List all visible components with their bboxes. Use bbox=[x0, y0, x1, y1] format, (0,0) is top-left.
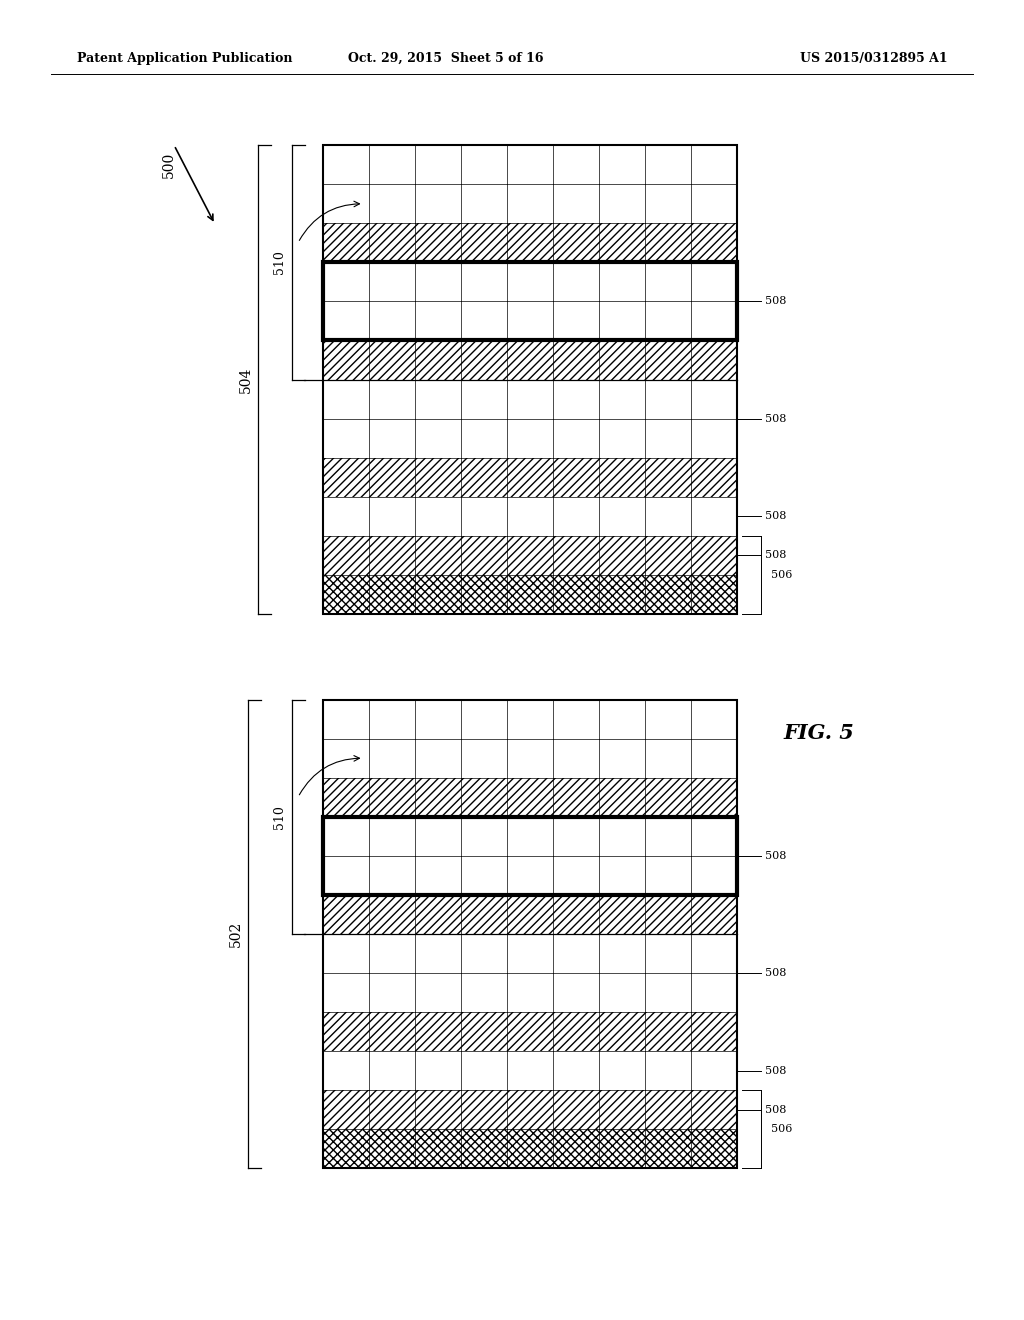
Bar bbox=[323, 301, 737, 341]
Bar bbox=[323, 1090, 737, 1129]
Text: 508: 508 bbox=[765, 1105, 786, 1114]
Bar bbox=[323, 973, 737, 1012]
Text: 506: 506 bbox=[771, 570, 793, 579]
Text: 502: 502 bbox=[228, 921, 243, 946]
Text: Oct. 29, 2015  Sheet 5 of 16: Oct. 29, 2015 Sheet 5 of 16 bbox=[348, 51, 543, 65]
Bar bbox=[323, 496, 737, 536]
Text: 508: 508 bbox=[765, 1065, 786, 1076]
Bar bbox=[323, 700, 737, 1168]
Bar bbox=[323, 700, 737, 739]
Bar bbox=[323, 777, 737, 817]
Text: 508: 508 bbox=[765, 511, 786, 521]
Text: 510: 510 bbox=[273, 805, 286, 829]
Text: 510: 510 bbox=[273, 251, 286, 275]
Text: FIG. 5: FIG. 5 bbox=[783, 722, 855, 743]
Bar bbox=[323, 145, 737, 185]
Bar bbox=[323, 185, 737, 223]
Text: 508: 508 bbox=[765, 968, 786, 978]
Bar bbox=[323, 145, 737, 614]
Bar bbox=[323, 855, 737, 895]
Bar bbox=[323, 263, 737, 301]
Bar bbox=[323, 536, 737, 574]
Bar bbox=[323, 574, 737, 614]
Bar bbox=[323, 1012, 737, 1051]
Bar bbox=[323, 935, 737, 973]
Bar bbox=[323, 458, 737, 496]
Bar bbox=[323, 1129, 737, 1168]
Text: 508: 508 bbox=[765, 851, 786, 861]
Bar bbox=[323, 1051, 737, 1090]
Text: 508: 508 bbox=[765, 413, 786, 424]
Text: 508: 508 bbox=[765, 550, 786, 560]
Text: 508: 508 bbox=[765, 297, 786, 306]
Text: Patent Application Publication: Patent Application Publication bbox=[77, 51, 292, 65]
Bar bbox=[323, 895, 737, 935]
Bar bbox=[323, 263, 737, 341]
Text: 506: 506 bbox=[771, 1125, 793, 1134]
Text: US 2015/0312895 A1: US 2015/0312895 A1 bbox=[800, 51, 947, 65]
Bar bbox=[323, 739, 737, 777]
Text: 504: 504 bbox=[239, 367, 253, 392]
Bar bbox=[323, 418, 737, 458]
Bar bbox=[323, 817, 737, 895]
Bar bbox=[323, 817, 737, 855]
Text: 500: 500 bbox=[162, 152, 176, 178]
Bar bbox=[323, 380, 737, 418]
Bar bbox=[323, 223, 737, 263]
Bar bbox=[323, 341, 737, 380]
